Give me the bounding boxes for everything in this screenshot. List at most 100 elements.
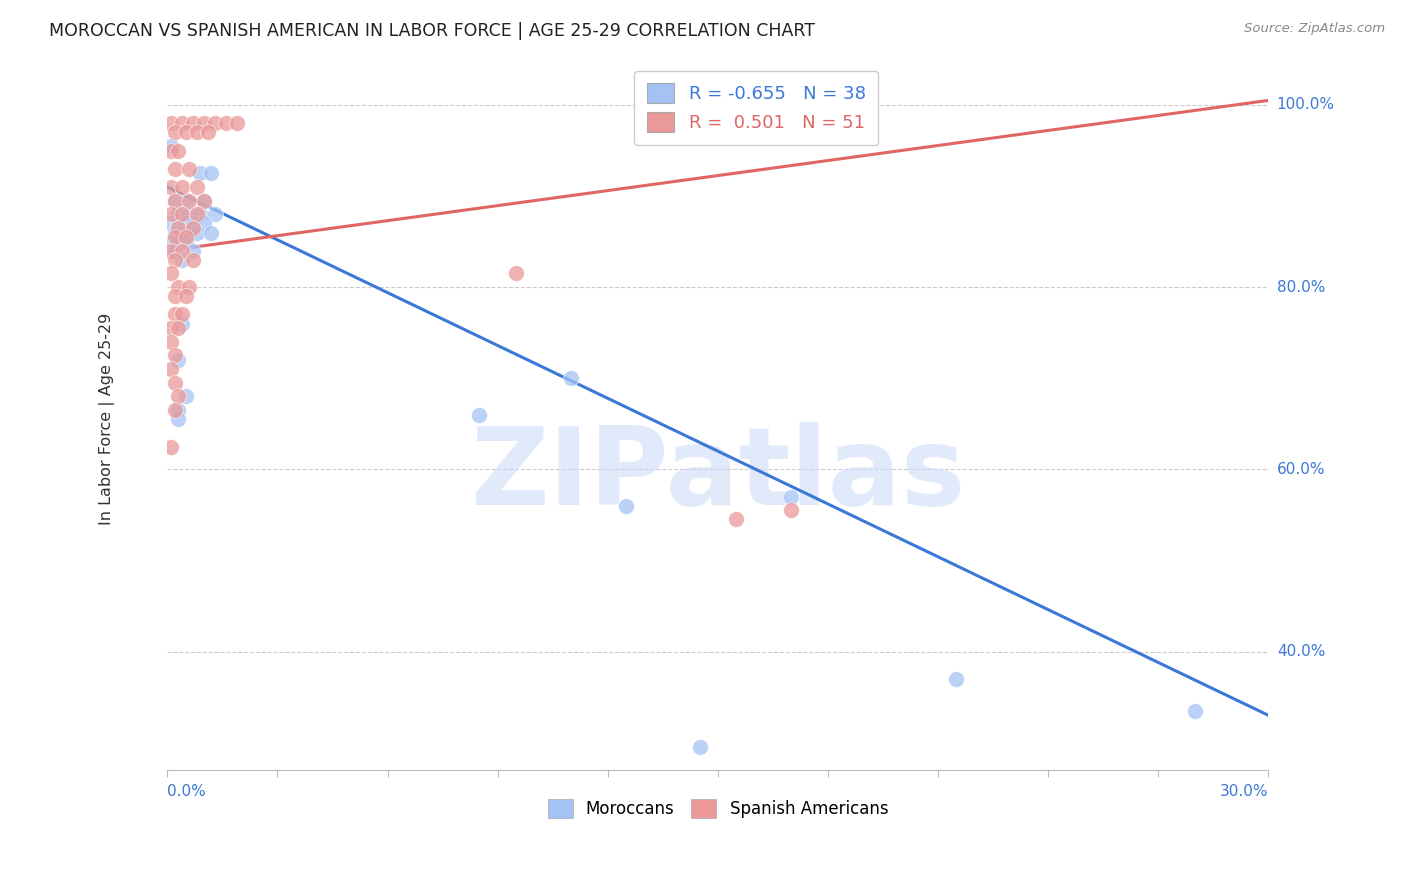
Point bbox=[1184, 704, 1206, 718]
Text: 80.0%: 80.0% bbox=[1277, 280, 1324, 294]
Point bbox=[170, 207, 193, 221]
Point bbox=[174, 230, 197, 244]
Point bbox=[197, 125, 219, 139]
Text: In Labor Force | Age 25-29: In Labor Force | Age 25-29 bbox=[98, 313, 115, 525]
Point bbox=[215, 116, 238, 130]
Point bbox=[160, 440, 183, 454]
Point bbox=[160, 362, 183, 376]
Point bbox=[160, 267, 183, 281]
Point bbox=[188, 166, 211, 180]
Point bbox=[170, 180, 193, 194]
Point bbox=[200, 226, 222, 240]
Point bbox=[167, 280, 190, 294]
Point bbox=[163, 252, 186, 267]
Point bbox=[186, 207, 208, 221]
Point bbox=[163, 403, 186, 417]
Text: MOROCCAN VS SPANISH AMERICAN IN LABOR FORCE | AGE 25-29 CORRELATION CHART: MOROCCAN VS SPANISH AMERICAN IN LABOR FO… bbox=[49, 22, 815, 40]
Point bbox=[179, 280, 201, 294]
Point bbox=[160, 139, 183, 153]
Point bbox=[193, 194, 215, 208]
Text: 100.0%: 100.0% bbox=[1277, 97, 1334, 112]
Point bbox=[167, 353, 190, 368]
Text: 60.0%: 60.0% bbox=[1277, 462, 1326, 477]
Point bbox=[163, 125, 186, 139]
Point bbox=[468, 408, 491, 422]
Text: ZIPatlas: ZIPatlas bbox=[470, 423, 966, 528]
Point bbox=[174, 289, 197, 303]
Point bbox=[163, 376, 186, 390]
Point bbox=[163, 226, 186, 240]
Point bbox=[174, 389, 197, 403]
Point bbox=[170, 317, 193, 331]
Point bbox=[170, 308, 193, 322]
Point bbox=[174, 194, 197, 208]
Point bbox=[163, 308, 186, 322]
Point bbox=[163, 230, 186, 244]
Point bbox=[945, 672, 967, 686]
Point bbox=[188, 207, 211, 221]
Point bbox=[181, 252, 204, 267]
Point bbox=[163, 161, 186, 176]
Point bbox=[163, 194, 186, 208]
Point bbox=[160, 144, 183, 158]
Point bbox=[163, 349, 186, 363]
Text: Source: ZipAtlas.com: Source: ZipAtlas.com bbox=[1244, 22, 1385, 36]
Text: 30.0%: 30.0% bbox=[1220, 784, 1268, 798]
Point bbox=[174, 235, 197, 249]
Point bbox=[160, 180, 183, 194]
Point bbox=[179, 194, 201, 208]
Point bbox=[181, 116, 204, 130]
Point bbox=[160, 244, 183, 258]
Point bbox=[160, 321, 183, 335]
Point bbox=[560, 371, 582, 385]
Point bbox=[181, 216, 204, 230]
Point bbox=[167, 207, 190, 221]
Point bbox=[181, 221, 204, 235]
Point bbox=[179, 226, 201, 240]
Point bbox=[160, 216, 183, 230]
Point bbox=[179, 207, 201, 221]
Point bbox=[163, 194, 186, 208]
Point bbox=[204, 207, 226, 221]
Point bbox=[186, 180, 208, 194]
Point bbox=[167, 403, 190, 417]
Point bbox=[160, 116, 183, 130]
Point bbox=[193, 116, 215, 130]
Point bbox=[167, 412, 190, 426]
Point bbox=[170, 226, 193, 240]
Point bbox=[167, 216, 190, 230]
Point bbox=[167, 235, 190, 249]
Point bbox=[200, 166, 222, 180]
Point bbox=[170, 116, 193, 130]
Point bbox=[163, 244, 186, 258]
Text: 40.0%: 40.0% bbox=[1277, 644, 1324, 659]
Point bbox=[181, 244, 204, 258]
Legend: Moroccans, Spanish Americans: Moroccans, Spanish Americans bbox=[541, 793, 894, 825]
Point bbox=[167, 221, 190, 235]
Point bbox=[167, 144, 190, 158]
Point bbox=[689, 740, 711, 755]
Point bbox=[193, 216, 215, 230]
Point bbox=[174, 125, 197, 139]
Point bbox=[163, 289, 186, 303]
Point bbox=[174, 216, 197, 230]
Point bbox=[160, 207, 183, 221]
Point bbox=[170, 244, 193, 258]
Point bbox=[204, 116, 226, 130]
Point bbox=[167, 389, 190, 403]
Point bbox=[780, 503, 803, 517]
Point bbox=[193, 194, 215, 208]
Point bbox=[614, 499, 637, 513]
Point bbox=[505, 267, 527, 281]
Point bbox=[160, 235, 183, 249]
Point bbox=[170, 252, 193, 267]
Point bbox=[780, 490, 803, 504]
Text: 0.0%: 0.0% bbox=[167, 784, 207, 798]
Point bbox=[179, 161, 201, 176]
Point bbox=[167, 321, 190, 335]
Point bbox=[186, 125, 208, 139]
Point bbox=[226, 116, 249, 130]
Point bbox=[160, 334, 183, 349]
Point bbox=[186, 226, 208, 240]
Point bbox=[725, 512, 748, 526]
